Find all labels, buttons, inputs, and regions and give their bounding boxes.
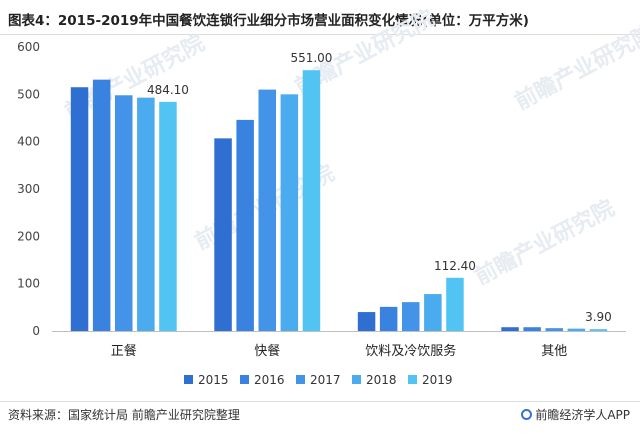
bar: [545, 328, 563, 331]
bar: [258, 89, 276, 331]
source-note: 资料来源：国家统计局 前瞻产业研究院整理: [8, 408, 240, 422]
bar: [159, 101, 177, 331]
bar: [214, 138, 232, 331]
bar: [424, 294, 442, 331]
y-tick-label: 400: [17, 135, 40, 149]
bar: [70, 87, 89, 331]
brand-credit: 前瞻经济学人APP: [521, 406, 630, 423]
y-tick-label: 300: [17, 182, 40, 196]
legend-swatch: [352, 375, 361, 384]
bar: [589, 329, 608, 331]
legend-label: 2019: [422, 373, 453, 387]
bar: [402, 302, 420, 331]
watermark-text: 前瞻产业研究院: [511, 20, 640, 115]
legend-label: 2015: [198, 373, 229, 387]
bar: [115, 95, 133, 331]
bar: [567, 328, 586, 331]
bar: [92, 79, 111, 331]
data-label: 551.00: [290, 51, 332, 65]
chart-title: 图表4：2015-2019年中国餐饮连锁行业细分市场营业面积变化情况(单位：万平…: [8, 13, 529, 29]
bar: [379, 306, 398, 331]
watermark-text: 前瞻产业研究院: [471, 195, 619, 290]
legend-label: 2018: [366, 373, 397, 387]
y-tick-label: 100: [17, 277, 40, 291]
y-tick-label: 500: [17, 87, 40, 101]
data-label: 112.40: [434, 259, 476, 273]
y-tick-label: 200: [17, 229, 40, 243]
y-tick-label: 600: [17, 40, 40, 54]
legend-swatch: [240, 375, 249, 384]
category-label: 其他: [541, 344, 567, 359]
category-label: 饮料及冷饮服务: [365, 343, 456, 359]
brand-logo-icon: [521, 409, 533, 420]
brand-name: 前瞻经济学人APP: [535, 408, 630, 422]
data-label: 484.10: [147, 83, 189, 97]
bar: [523, 327, 541, 331]
category-label: 正餐: [111, 343, 137, 359]
category-label: 快餐: [254, 343, 280, 359]
title-divider: [0, 34, 640, 35]
bar: [357, 312, 376, 331]
bar: [302, 70, 321, 332]
bar: [446, 277, 464, 331]
y-tick-label: 0: [32, 324, 40, 338]
bar: [280, 94, 299, 331]
legend-swatch: [184, 375, 193, 384]
bar: [137, 97, 155, 331]
bar: [501, 327, 519, 331]
data-label: 3.90: [585, 310, 612, 324]
source-divider: [0, 401, 640, 402]
legend-label: 2016: [254, 373, 285, 387]
legend-label: 2017: [310, 373, 341, 387]
bar: [236, 119, 254, 331]
legend-swatch: [296, 375, 305, 384]
bar-chart: 前瞻产业研究院前瞻产业研究院前瞻产业研究院前瞻产业研究院前瞻产业研究院01002…: [17, 5, 640, 387]
legend-swatch: [408, 375, 417, 384]
